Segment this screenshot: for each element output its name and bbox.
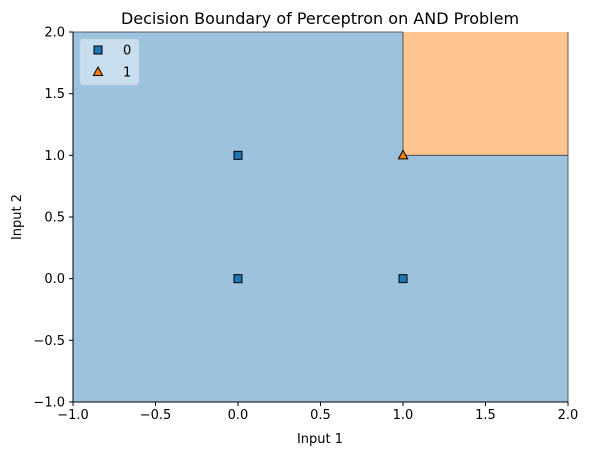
y-tick-label: −1.0 [33,396,65,411]
x-axis-label: Input 1 [297,432,343,447]
legend-marker-1 [92,65,104,76]
x-tick-label: 1.5 [475,408,496,423]
y-axis-label: Input 2 [10,194,25,240]
y-tick-label: 0.5 [44,211,65,226]
x-tick-label: 2.0 [558,408,579,423]
y-tick-label: 1.0 [44,149,65,164]
chart-title: Decision Boundary of Perceptron on AND P… [121,9,519,28]
legend: 01 [79,38,140,86]
y-tick-label: 0.0 [44,272,65,287]
y-tick-label: −0.5 [33,334,65,349]
legend-label-1: 1 [123,66,131,81]
x-axis-ticks: −1.0 −0.5 0.0 0.5 1.0 1.5 2.0 [57,402,578,423]
data-point-class-1 [397,149,409,160]
data-point-class-0 [398,274,408,284]
legend-marker-0 [93,45,103,55]
plot-area [72,31,569,403]
data-point-class-0 [233,150,243,160]
x-tick-label: 0.0 [228,408,249,423]
x-tick-label: −1.0 [57,408,89,423]
y-tick-label: 1.5 [44,87,65,102]
x-tick-label: 0.5 [310,408,331,423]
legend-label-0: 0 [123,44,131,59]
x-tick-label: 1.0 [393,408,414,423]
x-tick-label: −0.5 [140,408,172,423]
y-axis-ticks: −1.0 −0.5 0.0 0.5 1.0 1.5 2.0 [33,26,73,411]
decision-region-class-1 [403,32,568,156]
y-tick-label: 2.0 [44,26,65,41]
data-point-class-0 [233,274,243,284]
